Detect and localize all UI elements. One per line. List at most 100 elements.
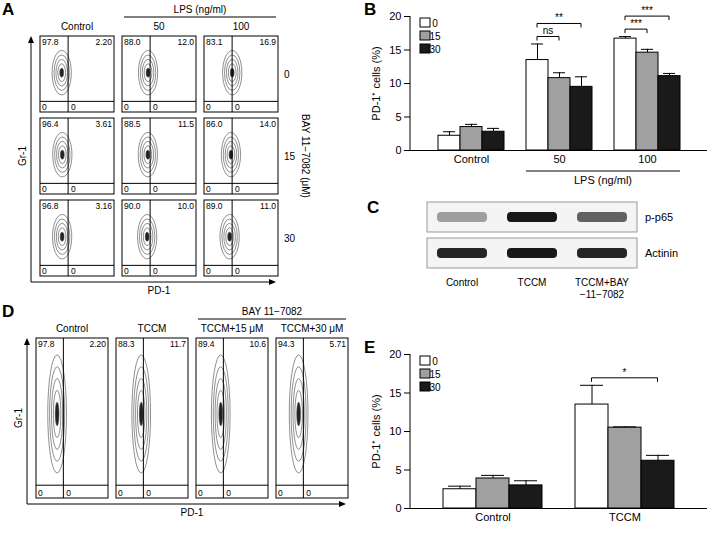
svg-text:PD-1: PD-1 [181,507,204,518]
svg-text:Control: Control [56,323,88,334]
svg-text:TCCM+30 μM: TCCM+30 μM [281,323,344,334]
svg-text:0: 0 [278,488,283,498]
svg-text:TCCM+15 μM: TCCM+15 μM [201,323,264,334]
svg-text:Control: Control [475,511,510,523]
svg-text:10.0: 10.0 [177,201,194,211]
svg-text:TCCM: TCCM [138,323,167,334]
svg-text:0: 0 [124,266,129,276]
svg-text:**: ** [555,12,563,23]
svg-text:30: 30 [429,44,441,55]
svg-text:0: 0 [306,488,311,498]
svg-text:96.4: 96.4 [42,119,59,129]
svg-text:BAY 11−7082 (μM): BAY 11−7082 (μM) [300,114,311,198]
svg-text:94.3: 94.3 [278,339,295,349]
svg-text:*: * [623,367,627,378]
svg-text:0: 0 [226,488,231,498]
svg-text:Gr-1: Gr-1 [13,408,24,428]
svg-text:0: 0 [235,102,240,112]
svg-text:***: *** [630,18,642,29]
svg-text:0: 0 [71,184,76,194]
svg-text:88.3: 88.3 [118,339,135,349]
svg-text:89.0: 89.0 [206,201,223,211]
svg-text:15: 15 [389,387,401,399]
svg-text:100: 100 [638,153,656,165]
svg-text:D: D [2,302,14,321]
svg-text:90.0: 90.0 [124,201,141,211]
svg-text:Gr-1: Gr-1 [17,146,28,166]
svg-text:50: 50 [553,153,565,165]
svg-text:0: 0 [38,488,43,498]
svg-text:A: A [2,0,14,19]
svg-text:0: 0 [432,356,438,367]
svg-text:88.5: 88.5 [124,119,141,129]
svg-text:0: 0 [146,488,151,498]
svg-text:100: 100 [233,21,250,32]
svg-text:15: 15 [429,369,441,380]
svg-text:20: 20 [389,10,401,22]
svg-text:86.0: 86.0 [206,119,223,129]
svg-text:0: 0 [124,102,129,112]
svg-text:C: C [367,198,379,217]
svg-text:PD-1⁺ cells (%): PD-1⁺ cells (%) [370,46,382,120]
svg-text:3.61: 3.61 [95,119,112,129]
svg-text:89.4: 89.4 [198,339,215,349]
svg-text:***: *** [641,5,653,16]
svg-text:0: 0 [235,266,240,276]
svg-text:97.8: 97.8 [38,339,55,349]
svg-text:0: 0 [153,266,158,276]
svg-text:0: 0 [206,102,211,112]
svg-text:PD-1: PD-1 [148,285,171,296]
svg-text:96.8: 96.8 [42,201,59,211]
svg-text:0: 0 [432,18,438,29]
svg-text:15: 15 [389,44,401,56]
svg-text:TCCM: TCCM [518,277,547,288]
svg-text:0: 0 [42,266,47,276]
svg-text:p-p65: p-p65 [645,211,673,223]
svg-text:30: 30 [284,233,296,244]
svg-text:Control: Control [454,153,489,165]
svg-text:30: 30 [429,382,441,393]
svg-text:0: 0 [42,184,47,194]
svg-text:0: 0 [153,102,158,112]
svg-text:15: 15 [284,151,296,162]
svg-text:83.1: 83.1 [206,37,223,47]
svg-text:TCCM: TCCM [609,511,641,523]
svg-text:LPS (ng/ml): LPS (ng/ml) [174,4,227,15]
svg-text:TCCM+BAY: TCCM+BAY [575,277,629,288]
svg-text:Control: Control [446,277,478,288]
svg-text:0: 0 [42,102,47,112]
svg-text:5: 5 [395,464,401,476]
svg-text:10: 10 [389,77,401,89]
svg-text:11.0: 11.0 [260,201,276,211]
svg-text:10.6: 10.6 [249,339,266,349]
svg-text:20: 20 [389,348,401,360]
svg-text:0: 0 [284,69,290,80]
svg-text:0: 0 [395,144,401,156]
svg-text:0: 0 [206,184,211,194]
svg-text:88.0: 88.0 [124,37,141,47]
svg-text:−11−7082: −11−7082 [580,289,625,300]
svg-text:10: 10 [389,425,401,437]
svg-text:2.20: 2.20 [89,339,106,349]
svg-text:5: 5 [395,111,401,123]
svg-text:15: 15 [429,31,441,42]
svg-text:0: 0 [118,488,123,498]
svg-text:0: 0 [71,266,76,276]
svg-text:BAY 11−7082: BAY 11−7082 [242,306,303,317]
svg-text:Actinin: Actinin [645,247,678,259]
svg-text:16.9: 16.9 [259,37,276,47]
svg-text:3.16: 3.16 [95,201,112,211]
svg-text:0: 0 [235,184,240,194]
svg-text:97.8: 97.8 [42,37,59,47]
svg-text:Control: Control [61,21,93,32]
svg-text:2.20: 2.20 [95,37,112,47]
svg-text:0: 0 [395,502,401,514]
svg-text:5.71: 5.71 [329,339,346,349]
svg-text:0: 0 [66,488,71,498]
svg-text:50: 50 [153,21,165,32]
svg-text:ns: ns [543,25,554,36]
svg-text:0: 0 [71,102,76,112]
svg-text:11.5: 11.5 [178,119,194,129]
svg-text:12.0: 12.0 [177,37,194,47]
svg-text:0: 0 [198,488,203,498]
